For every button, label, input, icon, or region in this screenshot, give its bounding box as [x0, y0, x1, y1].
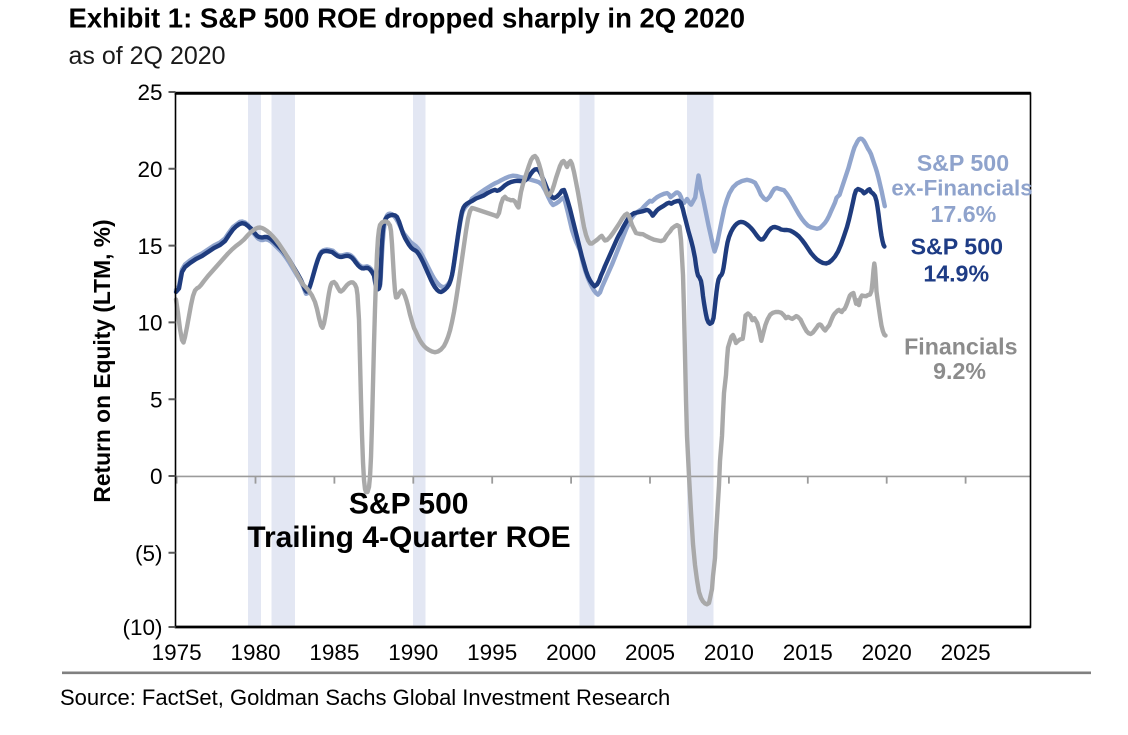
- svg-text:(5): (5): [135, 541, 163, 566]
- svg-text:5: 5: [150, 387, 163, 412]
- svg-text:25: 25: [137, 80, 162, 105]
- svg-text:Exhibit 1: S&P 500 ROE dropped: Exhibit 1: S&P 500 ROE dropped sharply i…: [69, 3, 746, 34]
- svg-text:1980: 1980: [230, 640, 280, 665]
- svg-text:2025: 2025: [941, 640, 991, 665]
- svg-text:S&P 500: S&P 500: [349, 488, 469, 521]
- svg-text:1990: 1990: [388, 640, 438, 665]
- svg-text:14.9%: 14.9%: [923, 261, 989, 287]
- svg-text:1985: 1985: [309, 640, 359, 665]
- svg-text:10: 10: [137, 311, 162, 336]
- svg-text:as of 2Q 2020: as of 2Q 2020: [69, 42, 226, 70]
- svg-text:S&P 500: S&P 500: [911, 234, 1003, 260]
- svg-text:Return on Equity (LTM, %): Return on Equity (LTM, %): [89, 219, 115, 502]
- svg-text:1995: 1995: [467, 640, 517, 665]
- svg-text:2005: 2005: [625, 640, 675, 665]
- svg-text:2000: 2000: [546, 640, 596, 665]
- svg-text:15: 15: [137, 234, 162, 259]
- svg-text:9.2%: 9.2%: [933, 358, 986, 384]
- svg-text:S&P 500: S&P 500: [917, 150, 1009, 176]
- svg-text:Financials: Financials: [904, 333, 1017, 359]
- svg-text:0: 0: [150, 464, 163, 489]
- svg-text:ex-Financials: ex-Financials: [891, 175, 1032, 200]
- svg-text:Trailing 4-Quarter ROE: Trailing 4-Quarter ROE: [247, 521, 570, 554]
- svg-text:2010: 2010: [704, 640, 754, 665]
- svg-text:(10): (10): [122, 615, 162, 640]
- svg-text:2020: 2020: [862, 640, 912, 665]
- svg-text:17.6%: 17.6%: [931, 201, 997, 227]
- svg-text:Source: FactSet, Goldman Sachs: Source: FactSet, Goldman Sachs Global In…: [60, 685, 670, 710]
- svg-text:1975: 1975: [152, 640, 202, 665]
- svg-text:20: 20: [137, 157, 162, 182]
- svg-text:2015: 2015: [783, 640, 833, 665]
